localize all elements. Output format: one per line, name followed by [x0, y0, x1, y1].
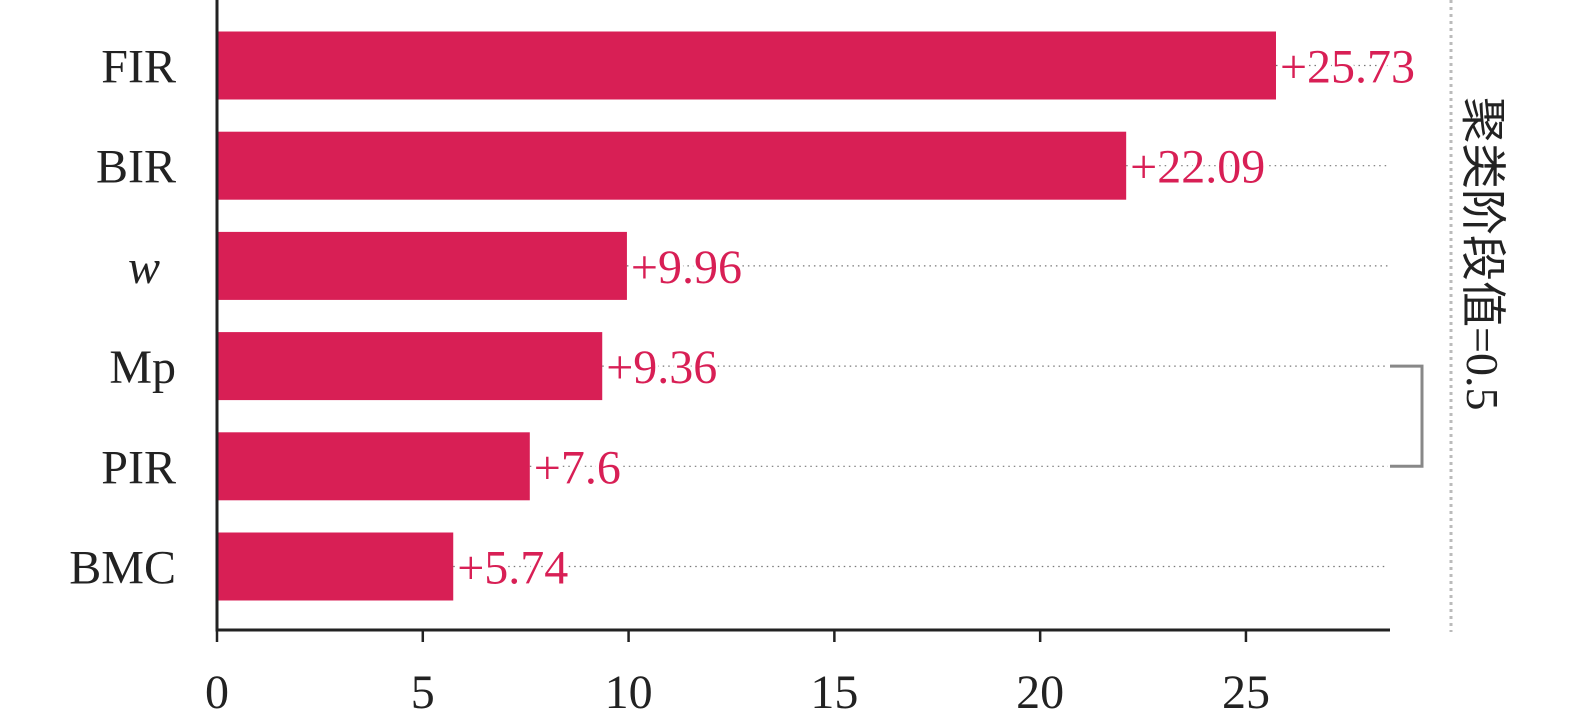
bar-bmc	[217, 532, 454, 601]
axes	[215, 0, 1390, 632]
bars	[217, 31, 1276, 601]
value-label: +7.6	[534, 441, 621, 494]
value-label: +5.74	[457, 542, 568, 595]
category-label: PIR	[101, 441, 176, 494]
category-label: BMC	[69, 542, 176, 595]
category-label: Mp	[109, 341, 176, 394]
value-labels: +25.73 +22.09 +9.96 +9.36 +7.6 +5.74	[454, 38, 1418, 598]
value-label: +22.09	[1130, 141, 1265, 194]
x-tick-label: 15	[810, 666, 858, 719]
category-label: w	[128, 241, 160, 294]
category-label: BIR	[96, 141, 176, 194]
bar-w	[217, 231, 627, 300]
bar-pir	[217, 432, 530, 501]
x-ticks: 0 5 10 15 20 25	[205, 630, 1270, 719]
threshold-label: 聚类阶段值=0.5	[1457, 97, 1508, 410]
category-labels: FIR BIR w Mp PIR BMC	[69, 41, 176, 595]
value-label: +9.36	[606, 341, 717, 394]
value-label: +25.73	[1280, 41, 1415, 94]
x-tick-label: 0	[205, 666, 229, 719]
x-tick-label: 20	[1016, 666, 1064, 719]
value-label: +9.96	[631, 241, 742, 294]
guide-lines	[453, 64, 1388, 568]
x-tick-label: 10	[605, 666, 653, 719]
bar-mp	[217, 332, 603, 401]
category-label: FIR	[101, 41, 176, 94]
bar-bir	[217, 131, 1127, 200]
x-tick-label: 25	[1222, 666, 1270, 719]
cluster-bracket	[1390, 364, 1424, 468]
x-tick-label: 5	[411, 666, 435, 719]
bar-fir	[217, 31, 1276, 100]
bracket-line	[1390, 364, 1424, 468]
